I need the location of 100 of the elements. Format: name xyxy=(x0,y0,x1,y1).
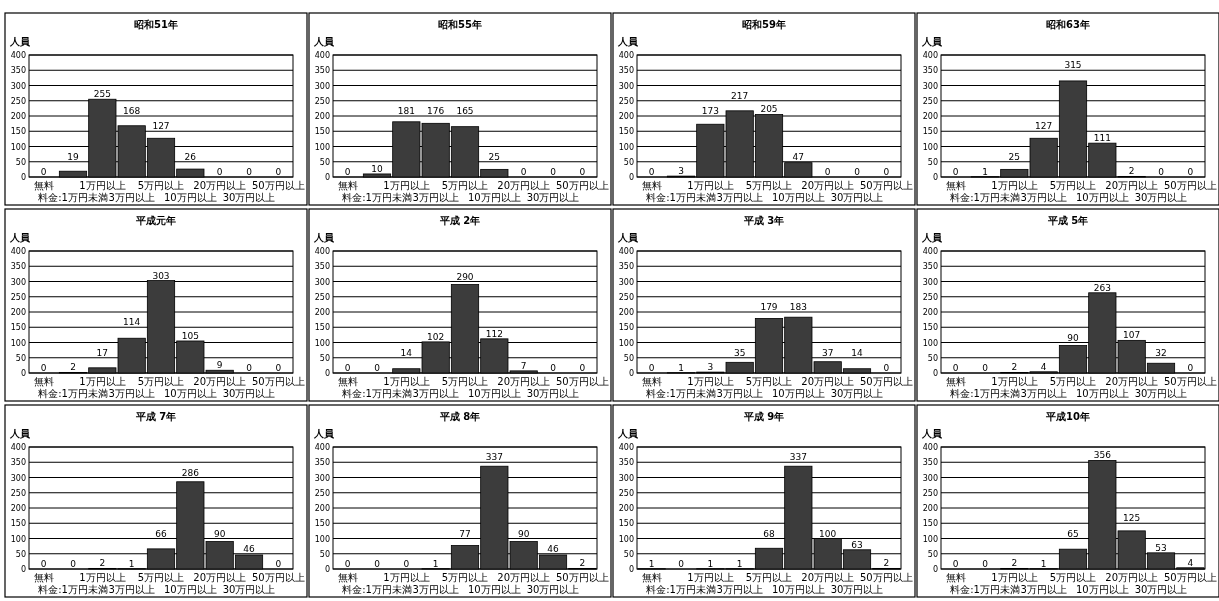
y-tick-label: 0 xyxy=(20,369,26,378)
x-tick-label: 3万円以上 xyxy=(716,192,763,203)
data-label: 165 xyxy=(456,106,474,116)
x-tick-label: 5万円以上 xyxy=(745,180,793,191)
data-label: 1 xyxy=(982,166,988,177)
y-tick-label: 350 xyxy=(314,262,330,272)
y-tick-label: 250 xyxy=(314,488,330,498)
x-tick-label: 20万円以上 xyxy=(1105,572,1159,583)
y-tick-label: 350 xyxy=(618,458,634,468)
data-label: 183 xyxy=(789,302,807,312)
data-label: 0 xyxy=(1187,363,1194,373)
data-label: 111 xyxy=(1093,133,1111,144)
data-label: 0 xyxy=(952,559,959,569)
x-tick-label: 1万円以上 xyxy=(79,572,126,583)
y-axis-title: 人員 xyxy=(617,232,639,243)
y-tick-label: 200 xyxy=(314,308,330,317)
x-tick-label: 30万円以上 xyxy=(1134,388,1188,399)
y-tick-label: 100 xyxy=(922,534,938,544)
data-label: 0 xyxy=(344,363,351,373)
y-tick-label: 350 xyxy=(314,66,330,76)
x-tick-label: 1万円以上 xyxy=(383,180,430,191)
y-tick-label: 150 xyxy=(922,519,938,529)
y-tick-label: 0 xyxy=(324,173,330,182)
data-label: 1 xyxy=(648,558,655,569)
y-tick-label: 250 xyxy=(618,96,634,106)
y-tick-label: 300 xyxy=(618,277,634,287)
x-tick-label: 3万円以上 xyxy=(108,192,155,203)
y-tick-label: 0 xyxy=(20,173,26,182)
data-label: 127 xyxy=(152,121,170,132)
y-tick-label: 150 xyxy=(618,127,634,137)
data-label: 26 xyxy=(184,151,197,162)
data-label: 0 xyxy=(374,559,381,569)
y-tick-label: 200 xyxy=(618,308,634,317)
x-tick-label: 1万円以上 xyxy=(687,180,734,191)
y-tick-label: 150 xyxy=(10,127,26,137)
data-label: 0 xyxy=(275,559,282,569)
y-tick-label: 50 xyxy=(623,549,634,559)
x-tick-label: 1万円以上 xyxy=(383,376,430,387)
data-label: 102 xyxy=(427,331,445,342)
y-tick-label: 100 xyxy=(618,534,634,544)
y-axis-title: 人員 xyxy=(9,428,31,439)
x-tick-label: 料金:1万円未満 xyxy=(342,192,412,203)
x-tick-label: 20万円以上 xyxy=(801,572,855,583)
y-tick-label: 100 xyxy=(10,534,26,544)
data-label: 90 xyxy=(1067,332,1079,343)
data-label: 0 xyxy=(648,363,655,373)
y-tick-label: 100 xyxy=(922,142,938,152)
data-label: 1 xyxy=(1040,558,1047,569)
x-tick-label: 5万円以上 xyxy=(441,376,489,387)
data-label: 2 xyxy=(1128,166,1135,177)
x-tick-label: 料金:1万円未満 xyxy=(950,388,1020,399)
y-tick-label: 100 xyxy=(618,338,634,348)
y-axis-title: 人員 xyxy=(921,232,943,243)
y-tick-label: 200 xyxy=(922,308,938,317)
x-tick-label: 10万円以上 xyxy=(771,584,825,595)
data-label: 263 xyxy=(1093,282,1111,293)
data-label: 0 xyxy=(854,167,861,177)
y-tick-label: 400 xyxy=(618,443,634,452)
data-label: 0 xyxy=(982,363,989,373)
data-label: 0 xyxy=(648,167,655,177)
data-label: 356 xyxy=(1093,450,1112,461)
x-tick-label: 無料 xyxy=(945,572,966,583)
data-label: 1 xyxy=(707,558,714,569)
y-tick-label: 300 xyxy=(618,81,634,91)
y-tick-label: 0 xyxy=(628,173,634,182)
x-tick-label: 3万円以上 xyxy=(108,388,155,399)
x-tick-label: 50万円以上 xyxy=(251,180,305,191)
x-tick-label: 50万円以上 xyxy=(555,180,609,191)
data-label: 0 xyxy=(678,559,685,569)
data-label: 0 xyxy=(520,167,527,177)
x-tick-label: 30万円以上 xyxy=(526,388,580,399)
data-label: 53 xyxy=(1155,542,1167,553)
y-tick-label: 200 xyxy=(314,504,330,513)
data-label: 173 xyxy=(701,106,719,116)
data-label: 1 xyxy=(432,558,439,569)
chart-title: 平成 5年 xyxy=(1046,215,1089,226)
data-label: 1 xyxy=(678,362,684,373)
y-axis-title: 人員 xyxy=(313,36,335,47)
data-label: 2 xyxy=(99,558,106,569)
data-label: 47 xyxy=(792,151,805,162)
data-label: 0 xyxy=(246,363,253,373)
x-tick-label: 30万円以上 xyxy=(222,192,276,203)
data-label: 17 xyxy=(96,347,109,358)
y-axis-title: 人員 xyxy=(9,232,31,243)
x-tick-label: 5万円以上 xyxy=(441,180,489,191)
x-tick-label: 10万円以上 xyxy=(1075,192,1129,203)
x-tick-label: 50万円以上 xyxy=(1163,376,1217,387)
data-label: 77 xyxy=(459,528,471,539)
data-label: 100 xyxy=(819,528,837,539)
data-label: 0 xyxy=(403,559,410,569)
x-tick-label: 30万円以上 xyxy=(830,388,884,399)
data-label: 255 xyxy=(93,89,111,100)
y-tick-label: 50 xyxy=(927,157,938,167)
data-label: 19 xyxy=(67,151,79,162)
data-label: 14 xyxy=(400,347,413,358)
x-tick-label: 10万円以上 xyxy=(467,388,521,399)
chart-title: 昭和63年 xyxy=(1046,19,1090,30)
x-tick-label: 3万円以上 xyxy=(1020,388,1067,399)
y-tick-label: 50 xyxy=(319,549,330,559)
y-tick-label: 250 xyxy=(922,488,938,498)
